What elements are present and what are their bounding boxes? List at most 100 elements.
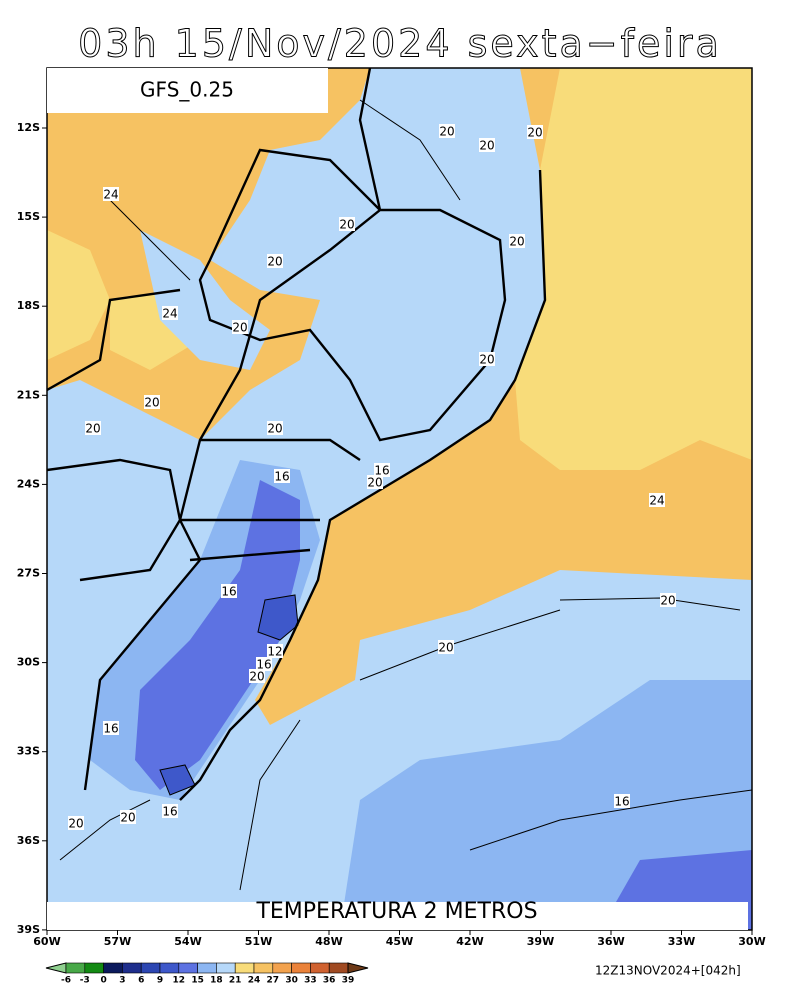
field-21-24-ocean [515, 68, 752, 470]
contour-label: 20 [527, 126, 542, 140]
contour-label-bg [439, 124, 455, 138]
contour-label-bg [509, 234, 525, 248]
contour-label: 20 [249, 670, 264, 684]
colorbar-box [140, 962, 161, 974]
contour-label-bg [614, 794, 630, 808]
colorbar-box [272, 962, 292, 974]
colorbar-label: 0 [100, 976, 106, 986]
lat-label: 39S [17, 923, 40, 936]
coastline [179, 169, 547, 801]
colorbar-label: 24 [248, 976, 261, 986]
contour-label: 20 [144, 396, 159, 410]
contour-label-bg [120, 810, 136, 824]
colorbar-label: 6 [138, 976, 144, 986]
field-21-24-land [47, 230, 200, 370]
contour-label-bg [162, 306, 178, 320]
contour-label: 16 [256, 658, 271, 672]
contour-label: 20 [439, 125, 454, 139]
contour-label-bg [267, 644, 283, 658]
colorbar-box [328, 962, 349, 974]
colorbar-box [178, 962, 198, 974]
colorbar-label: 39 [342, 976, 355, 986]
contour-label-bg [232, 320, 248, 334]
colorbar-label: 30 [285, 976, 298, 986]
lat-label: 30S [17, 656, 40, 669]
contour-label: 12 [267, 645, 282, 659]
contour-label: 16 [274, 470, 289, 484]
lon-label: 30W [738, 935, 765, 948]
contour-label-bg [162, 804, 178, 818]
contour-label: 20 [85, 422, 100, 436]
contour-label: 20 [267, 255, 282, 269]
colorbar-box [65, 962, 86, 974]
colorbar-box [197, 962, 217, 974]
colorbar-box [103, 962, 123, 974]
title: 03h 15/Nov/2024 sexta−feira [78, 22, 722, 66]
lon-label: 60W [33, 935, 60, 948]
lon-label: 48W [315, 935, 342, 948]
colorbar-label: 9 [157, 976, 163, 986]
lon-label: 39W [527, 935, 554, 948]
colorbar-box [291, 962, 311, 974]
lon-label: 42W [456, 935, 483, 948]
colorbar-box [216, 962, 236, 974]
contour-label: 20 [120, 811, 135, 825]
colorbar-box [253, 962, 274, 974]
lat-label: 27S [17, 567, 40, 580]
field-12-15-land [135, 480, 300, 790]
contour-label-bg [367, 475, 383, 489]
contour-label: 20 [68, 817, 83, 831]
contour-label-bg [527, 125, 543, 139]
lon-label: 36W [597, 935, 624, 948]
lat-label: 21S [17, 388, 40, 401]
contour-label: 20 [367, 476, 382, 490]
map: GFS_0.25 TEMPERATURA 2 METROS [46, 67, 753, 931]
colorbar-label: -6 [61, 976, 71, 986]
contour-label-bg [249, 669, 265, 683]
contour-label: 24 [103, 188, 118, 202]
contour-label-bg [374, 463, 390, 477]
colorbar-label: 12 [173, 976, 186, 986]
colorbar-box [234, 962, 255, 974]
contour-label: 24 [649, 494, 664, 508]
contour-label-bg [144, 395, 160, 409]
colorbar-arrow [347, 962, 369, 974]
borders [47, 68, 507, 791]
contour-label-bg [68, 816, 84, 830]
lat-label: 36S [17, 834, 40, 847]
contour-label-bg [256, 657, 272, 671]
contour-label-bg [274, 469, 290, 483]
contour-label: 20 [479, 353, 494, 367]
colorbar-label: -3 [80, 976, 90, 986]
colorbar-label: 3 [119, 976, 125, 986]
contour-label: 16 [221, 585, 236, 599]
lon-label: 33W [668, 935, 695, 948]
contour-label: 16 [103, 722, 118, 736]
colorbar-arrow [45, 962, 67, 974]
contour-label-bg [267, 421, 283, 435]
contour-label-bg [479, 138, 495, 152]
contour-label-bg [660, 593, 676, 607]
contour-label: 16 [162, 805, 177, 819]
contour-label-bg [339, 217, 355, 231]
caption: TEMPERATURA 2 METROS [255, 899, 537, 924]
contour-label: 20 [438, 641, 453, 655]
contour-label: 20 [660, 594, 675, 608]
run-info: 12Z13NOV2024+[042h] [595, 964, 741, 978]
contour-label: 20 [232, 321, 247, 335]
model-box [47, 68, 328, 113]
contour-label-bg [479, 352, 495, 366]
lat-label: 15S [17, 210, 40, 223]
contour-label: 16 [374, 464, 389, 478]
lon-label: 51W [245, 935, 272, 948]
lat-label: 24S [17, 477, 40, 490]
contour-label-bg [221, 584, 237, 598]
contour-label: 20 [339, 218, 354, 232]
contour-label-bg [103, 187, 119, 201]
lat-label: 12S [17, 121, 40, 134]
colorbar-label: 27 [267, 976, 280, 986]
colorbar-box [122, 962, 142, 974]
contour-label-bg [85, 421, 101, 435]
contour-label: 24 [162, 307, 177, 321]
